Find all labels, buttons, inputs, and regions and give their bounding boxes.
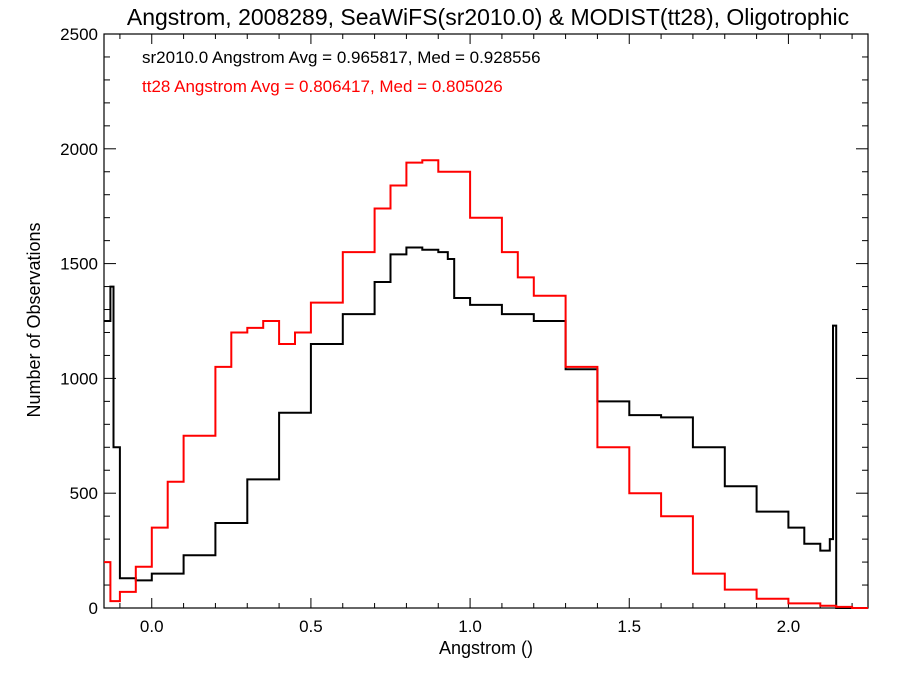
y-tick-label: 1500 — [60, 255, 98, 274]
x-axis-label: Angstrom () — [439, 638, 533, 658]
plot-frame — [103, 33, 869, 609]
chart-title: Angstrom, 2008289, SeaWiFS(sr2010.0) & M… — [127, 4, 849, 30]
series-line-0 — [104, 246, 868, 609]
x-tick-label: 0.0 — [140, 617, 164, 636]
annotation-sr2010-stats: sr2010.0 Angstrom Avg = 0.965817, Med = … — [142, 48, 541, 67]
x-tick-label: 0.5 — [299, 617, 323, 636]
series-line-1 — [104, 159, 868, 609]
y-tick-label: 0 — [89, 599, 98, 618]
y-axis-label: Number of Observations — [24, 222, 44, 417]
x-tick-label: 2.0 — [777, 617, 801, 636]
x-tick-label: 1.0 — [458, 617, 482, 636]
y-tick-label: 1000 — [60, 369, 98, 388]
annotation-tt28-stats: tt28 Angstrom Avg = 0.806417, Med = 0.80… — [142, 77, 503, 96]
x-tick-label: 1.5 — [617, 617, 641, 636]
y-tick-label: 2000 — [60, 140, 98, 159]
y-tick-label: 500 — [70, 484, 98, 503]
y-tick-label: 2500 — [60, 25, 98, 44]
